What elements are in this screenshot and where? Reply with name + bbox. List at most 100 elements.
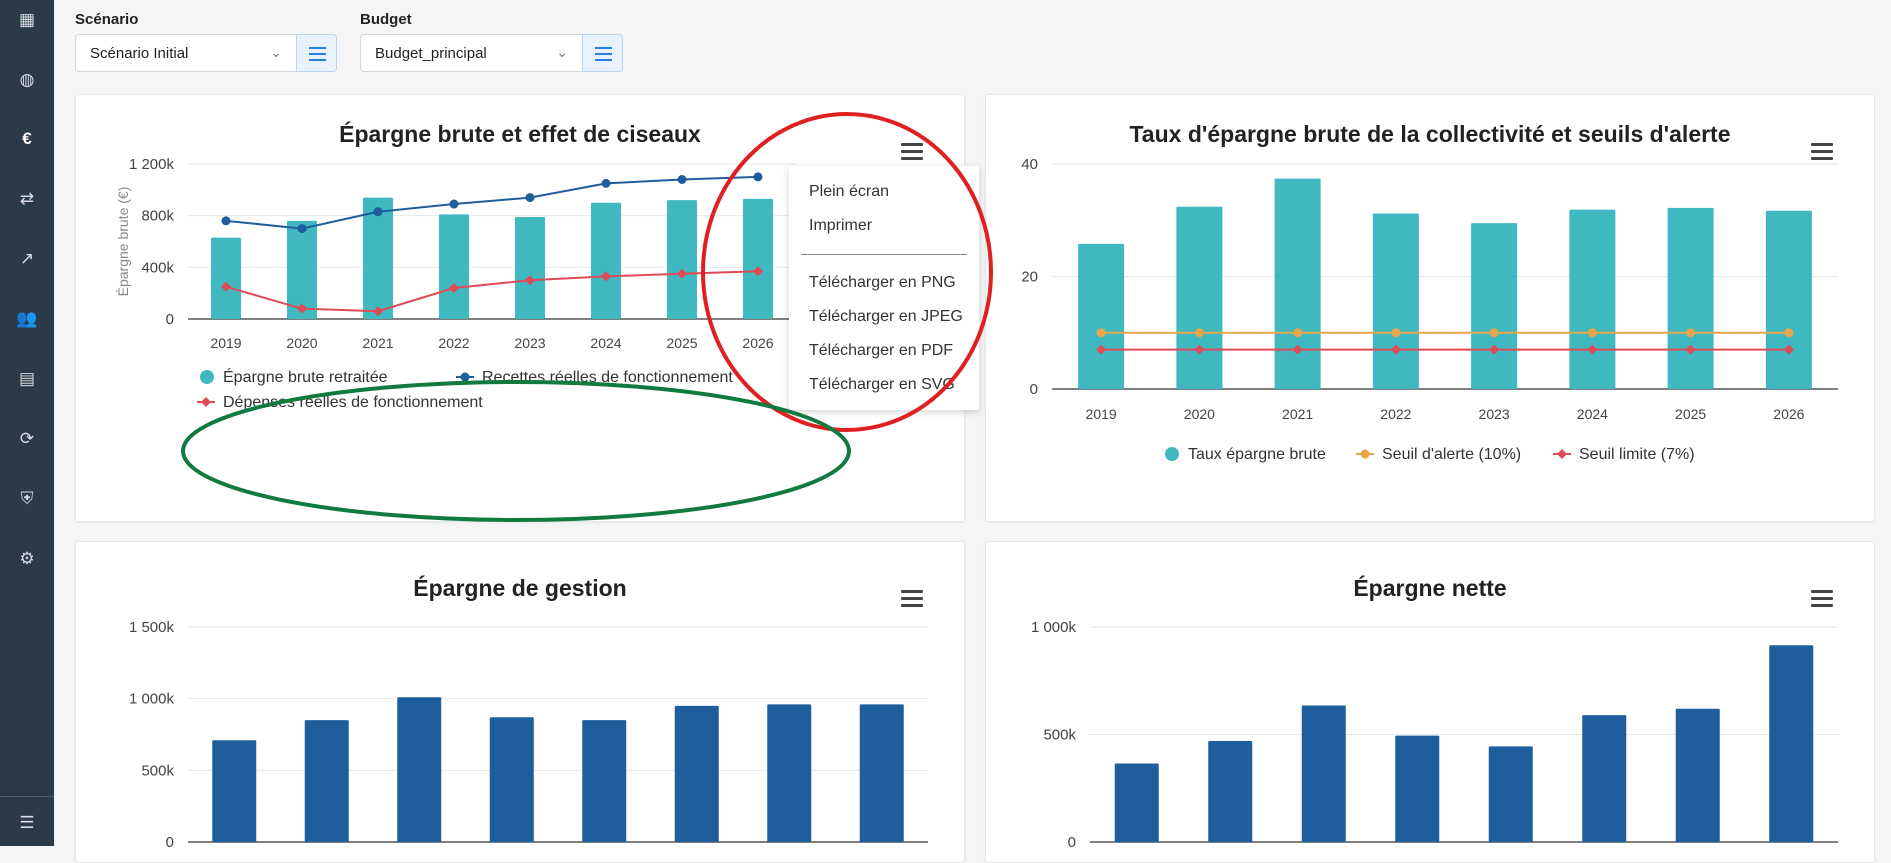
document-icon[interactable]: ▤	[18, 369, 36, 388]
bar	[1114, 763, 1159, 842]
chart-card-taux-epargne: Taux d'épargne brute de la collectivité …	[985, 94, 1875, 522]
scenario-value: Scénario Initial	[90, 44, 189, 62]
point	[1489, 328, 1499, 338]
bar	[489, 717, 534, 842]
point	[297, 224, 307, 234]
point	[1587, 344, 1598, 355]
point	[297, 303, 307, 314]
dashboard-icon[interactable]: ▦	[18, 10, 36, 29]
y-tick-label: 0	[1030, 381, 1038, 398]
series-line-depenses-reelles-de-fonctionnement	[225, 270, 759, 313]
y-tick-label: 0	[1068, 834, 1076, 851]
bar	[1582, 715, 1627, 842]
x-tick-label: 2025	[1675, 406, 1706, 422]
budget-select[interactable]: Budget_principal ⌄	[360, 34, 583, 72]
point	[1783, 344, 1794, 355]
point	[1390, 344, 1401, 355]
chart-epargne-nette: Épargne nette 0 500k 1 000k	[1031, 574, 1838, 851]
bar	[591, 202, 621, 319]
bar	[363, 197, 393, 319]
legend-label: Seuil limite (7%)	[1579, 446, 1695, 463]
y-tick-label: 1 200k	[129, 156, 175, 173]
menu-item-pdf[interactable]: Télécharger en PDF	[809, 342, 954, 359]
point	[1686, 328, 1696, 338]
budget-value: Budget_principal	[375, 44, 487, 62]
legend-swatch	[1557, 449, 1567, 459]
x-tick-label: 2019	[1086, 406, 1117, 422]
bar	[1208, 740, 1253, 842]
x-tick-label: 2024	[590, 335, 621, 351]
users-icon[interactable]: 👥	[16, 309, 38, 328]
legend-label: Taux épargne brute	[1188, 446, 1326, 463]
point	[449, 283, 459, 293]
bar	[1471, 223, 1518, 389]
legend-swatch	[1165, 447, 1179, 461]
scenario-list-button[interactable]	[296, 34, 337, 72]
budget-list-button[interactable]	[582, 34, 623, 72]
bar	[1078, 243, 1125, 389]
bar	[1395, 735, 1440, 842]
globe-icon[interactable]: ◍	[19, 70, 35, 89]
x-tick-label: 2020	[1184, 406, 1215, 422]
chevron-down-icon: ⌄	[270, 44, 282, 60]
point	[601, 178, 611, 188]
annotation-green-ellipse	[181, 380, 851, 522]
x-tick-label: 2021	[362, 335, 393, 351]
refresh-icon[interactable]: ⟳	[19, 429, 35, 448]
y-tick-label: 500k	[1043, 727, 1076, 744]
legend-label: Épargne brute retraitée	[223, 367, 388, 386]
y-tick-label: 500k	[141, 762, 174, 779]
shield-user-icon[interactable]: ⛨	[20, 489, 34, 508]
point	[1587, 328, 1597, 338]
chart-title: Épargne nette	[1353, 574, 1506, 601]
menu-item-jpeg[interactable]: Télécharger en JPEG	[809, 308, 963, 325]
bar	[211, 237, 241, 319]
point	[1096, 328, 1106, 338]
annotation-red-ellipse	[701, 112, 993, 432]
bar	[287, 220, 317, 319]
chart-menu-icon[interactable]	[1811, 590, 1833, 608]
point	[1293, 328, 1303, 338]
chart-menu-icon[interactable]	[1811, 143, 1833, 161]
point	[1292, 344, 1303, 355]
x-tick-label: 2021	[1282, 406, 1313, 422]
bar	[515, 216, 545, 319]
legend-swatch	[201, 397, 211, 407]
menu-item-fullscreen[interactable]: Plein écran	[809, 183, 890, 200]
menu-item-png[interactable]: Télécharger en PNG	[809, 274, 956, 291]
x-tick-label: 2023	[1479, 406, 1510, 422]
menu-separator	[801, 254, 967, 255]
menu-item-svg[interactable]: Télécharger en SVG	[809, 376, 955, 393]
chart-card-epargne-gestion: Épargne de gestion 0 500k 1 000k 1 500k	[75, 541, 965, 863]
chart-menu-icon[interactable]	[901, 590, 923, 608]
trend-icon[interactable]: ↗	[19, 249, 35, 268]
chevron-down-icon: ⌄	[556, 44, 568, 60]
point	[1489, 344, 1500, 355]
point	[221, 281, 231, 292]
point	[221, 216, 231, 226]
point	[1391, 328, 1401, 338]
bar	[397, 697, 442, 842]
y-tick-label: 0	[166, 834, 174, 851]
annotation-layer	[181, 112, 993, 522]
point	[525, 193, 535, 203]
settings-icon[interactable]: ⚙	[19, 549, 35, 568]
point	[1194, 328, 1204, 338]
menu-item-print[interactable]: Imprimer	[809, 217, 873, 234]
euro-icon[interactable]: €	[22, 129, 32, 148]
chart-menu-icon[interactable]	[901, 143, 923, 161]
x-tick-label: 2024	[1577, 406, 1608, 422]
transfer-icon[interactable]: ⇄	[19, 189, 35, 208]
point	[753, 172, 763, 182]
collapse-icon[interactable]: ☰	[19, 813, 35, 832]
x-tick-label: 2022	[1380, 406, 1411, 422]
bar	[1769, 645, 1814, 842]
bar	[1675, 708, 1720, 842]
chart-title: Taux d'épargne brute de la collectivité …	[1129, 121, 1730, 147]
bar	[667, 200, 697, 319]
bar	[767, 704, 812, 842]
point	[449, 199, 459, 209]
sidebar: ▦ ◍ € ⇄ ↗ 👥 ▤ ⟳ ⛨ ⚙ ☰	[0, 0, 54, 846]
bar	[743, 198, 773, 319]
bar	[674, 705, 719, 842]
